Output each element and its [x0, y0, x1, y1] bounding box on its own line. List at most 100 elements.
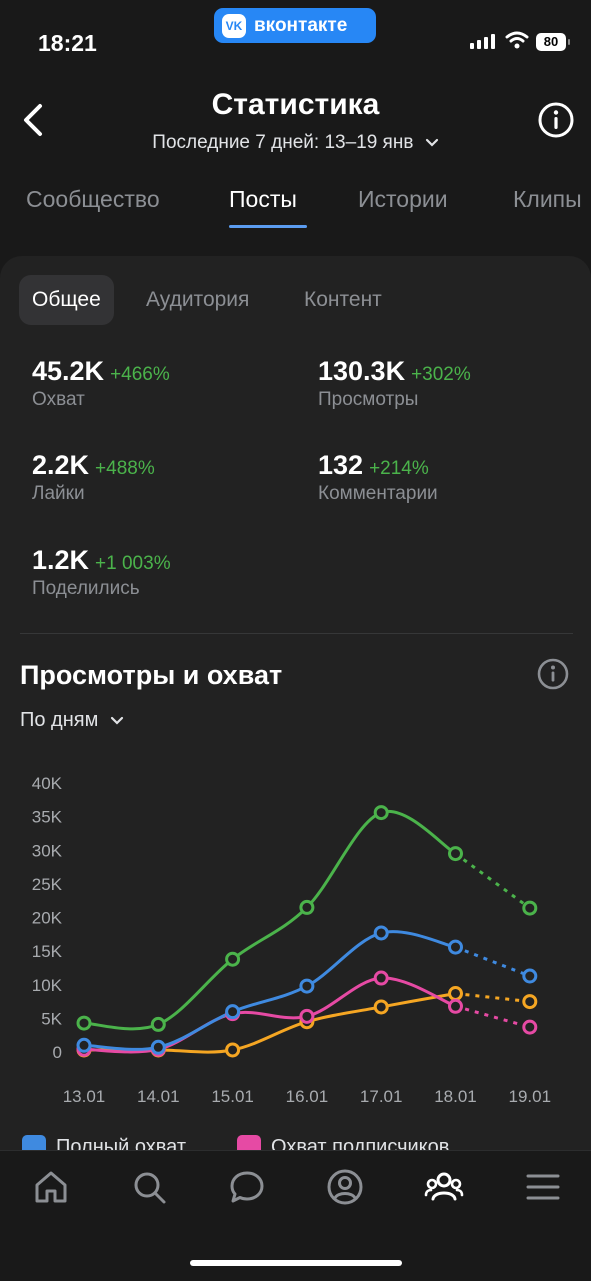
data-point[interactable]: [299, 899, 315, 915]
section-divider: [20, 633, 573, 634]
wifi-icon: [505, 31, 529, 49]
data-point[interactable]: [448, 939, 463, 955]
data-point[interactable]: [373, 925, 389, 941]
data-point[interactable]: [522, 994, 538, 1010]
metric-reach: 45.2K +466% Охват: [32, 356, 170, 411]
tab-community[interactable]: Сообщество: [26, 186, 160, 212]
search-icon[interactable]: [129, 1167, 169, 1207]
tab-stories[interactable]: Истории: [358, 186, 448, 212]
period-selector[interactable]: Последние 7 дней: 13–19 янв: [0, 132, 591, 154]
metric-likes: 2.2K +488% Лайки: [32, 450, 155, 505]
data-point[interactable]: [448, 846, 463, 862]
x-tick-label: 14.01: [137, 1087, 180, 1106]
x-tick-label: 13.01: [63, 1087, 106, 1106]
chevron-down-icon: [110, 716, 124, 725]
metric-delta: +214%: [369, 458, 429, 479]
data-point[interactable]: [373, 999, 389, 1015]
metric-shares: 1.2K +1 003% Поделились: [32, 545, 171, 600]
metric-value: 45.2K: [32, 356, 105, 386]
series-forecast-line: [455, 992, 530, 1004]
data-point[interactable]: [150, 1016, 166, 1032]
data-point[interactable]: [150, 1039, 166, 1055]
y-tick-label: 0: [53, 1043, 62, 1062]
home-icon[interactable]: [31, 1167, 71, 1207]
data-point[interactable]: [225, 1004, 241, 1020]
y-tick-label: 40K: [32, 774, 63, 793]
data-point[interactable]: [522, 1019, 538, 1035]
segment-general[interactable]: Общее: [19, 275, 114, 325]
segment-content[interactable]: Контент: [304, 288, 382, 311]
metric-views: 130.3K +302% Просмотры: [318, 356, 471, 411]
y-tick-label: 30K: [32, 841, 63, 860]
metric-value: 132: [318, 450, 364, 480]
y-tick-label: 5K: [41, 1009, 62, 1028]
data-point[interactable]: [225, 1042, 241, 1058]
home-indicator: [190, 1260, 402, 1266]
views-reach-chart: 40K 35K 30K 25K 20K 15K 10K 5K 0 13.01 14.01 15.01 1…: [32, 774, 552, 1106]
chart-period-dropdown[interactable]: По дням: [20, 709, 124, 732]
period-selector-label: Последние 7 дней: 13–19 янв: [152, 132, 414, 153]
y-tick-label: 10K: [32, 976, 63, 995]
tab-posts[interactable]: Посты: [229, 186, 297, 212]
profile-icon[interactable]: [325, 1167, 365, 1207]
metric-delta: +488%: [95, 458, 155, 479]
metric-label: Лайки: [32, 483, 85, 504]
metric-delta: +466%: [110, 364, 170, 385]
x-tick-label: 17.01: [360, 1087, 403, 1106]
messages-icon[interactable]: [227, 1167, 267, 1207]
status-bar: 18:21 VK вконтакте 80: [0, 0, 591, 88]
y-tick-label: 15K: [32, 942, 63, 961]
metric-delta: +302%: [411, 364, 471, 385]
series-line: [83, 930, 456, 1051]
signal-icon: [470, 34, 495, 49]
y-tick-label: 20K: [32, 909, 63, 928]
bottom-nav: [0, 1150, 591, 1281]
tab-clips[interactable]: Клипы: [513, 186, 582, 212]
x-tick-label: 15.01: [211, 1087, 254, 1106]
metric-value: 130.3K: [318, 356, 406, 386]
series-line: [83, 976, 457, 1054]
data-point[interactable]: [373, 970, 389, 986]
menu-icon[interactable]: [523, 1167, 563, 1207]
stats-tabs: Сообщество Посты Истории Клипы: [0, 180, 591, 232]
data-point[interactable]: [373, 805, 389, 821]
data-point[interactable]: [448, 985, 463, 1001]
series-forecast-line: [455, 1004, 531, 1029]
data-point[interactable]: [76, 1037, 92, 1053]
series-line: [84, 992, 456, 1054]
chart-info-icon[interactable]: [536, 657, 570, 691]
metric-value: 1.2K: [32, 545, 90, 575]
x-tick-label: 18.01: [434, 1087, 477, 1106]
data-point[interactable]: [76, 1015, 92, 1031]
data-point[interactable]: [299, 978, 315, 994]
metric-delta: +1 003%: [95, 553, 171, 574]
battery-icon: 80: [536, 33, 570, 51]
segment-audience[interactable]: Аудитория: [146, 288, 250, 311]
chart-title: Просмотры и охват: [20, 660, 283, 690]
vk-logo-icon: VK: [222, 13, 246, 38]
data-point[interactable]: [522, 968, 538, 984]
data-point[interactable]: [299, 1008, 315, 1024]
app-pill[interactable]: VK вконтакте: [214, 8, 376, 43]
app-pill-label: вконтакте: [254, 14, 348, 36]
y-tick-label: 25K: [32, 875, 63, 894]
metric-comments: 132 +214% Комментарии: [318, 450, 438, 505]
metric-value: 2.2K: [32, 450, 90, 480]
info-icon[interactable]: [536, 100, 576, 140]
series-line: [83, 809, 457, 1031]
metric-label: Поделились: [32, 578, 140, 599]
series-forecast-line: [454, 852, 531, 910]
community-icon[interactable]: [424, 1167, 464, 1207]
metric-label: Комментарии: [318, 483, 438, 504]
data-point[interactable]: [225, 951, 241, 967]
y-tick-label: 35K: [32, 808, 63, 827]
data-point[interactable]: [522, 900, 538, 916]
series-forecast-line: [454, 945, 531, 978]
metric-label: Охват: [32, 389, 85, 410]
back-arrow-icon[interactable]: [14, 98, 54, 142]
stats-card: [0, 256, 591, 1280]
x-tick-label: 19.01: [509, 1087, 552, 1106]
chart-period-label: По дням: [20, 709, 99, 731]
data-point[interactable]: [448, 998, 463, 1014]
page-title: Статистика: [211, 88, 380, 121]
